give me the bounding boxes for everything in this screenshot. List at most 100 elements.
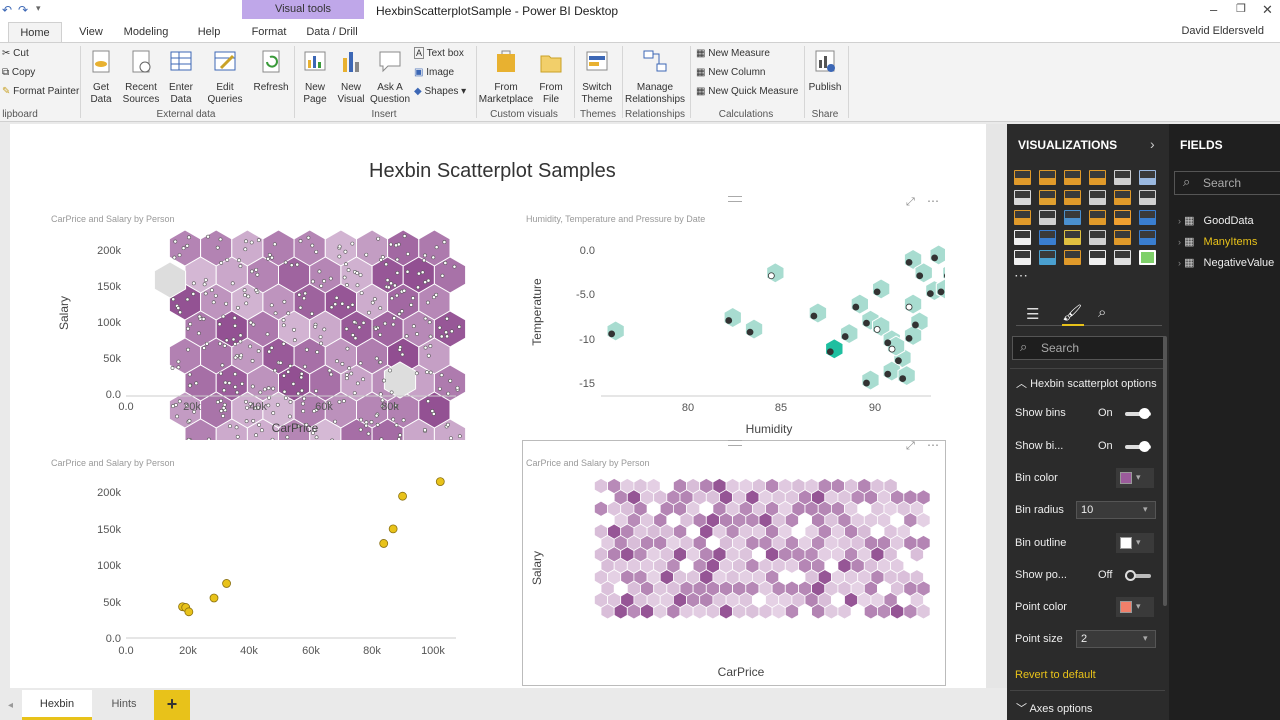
clustered-bar-visual-icon[interactable] [1064,170,1081,185]
line-column-visual-icon[interactable] [1089,190,1106,205]
format-painter-button[interactable]: ✎ Format Painter [2,86,79,97]
field-table-gooddata[interactable]: › ▦ GoodData [1178,214,1254,227]
gauge-visual-icon[interactable] [1064,230,1081,245]
table-visual-icon[interactable] [1039,250,1056,265]
bin-radius-input[interactable]: 10 [1076,501,1156,519]
fields-search-input[interactable]: Search [1174,171,1280,195]
100pct-column-visual-icon[interactable] [1139,170,1156,185]
cut-button[interactable]: ✂ Cut [2,48,29,59]
text-box-button[interactable]: A Text box [414,47,464,59]
more-options-icon[interactable]: ⋯ [927,194,939,208]
drag-handle-icon[interactable] [728,196,742,202]
map-visual-icon[interactable] [1139,210,1156,225]
ribbon-separator [690,46,691,118]
redo-icon[interactable]: ↷ [18,3,29,17]
enter-data-button[interactable]: Enter Data [164,48,198,106]
edit-queries-button[interactable]: Edit Queries [204,48,246,106]
tab-modeling[interactable]: Modeling [123,26,169,38]
line-clustered-visual-icon[interactable] [1114,190,1131,205]
ribbon-visual-icon[interactable] [1139,190,1156,205]
new-page-button[interactable]: New Page [298,48,332,106]
card-visual-icon[interactable] [1089,230,1106,245]
manage-relationships-button[interactable]: Manage Relationships [624,48,686,106]
undo-icon[interactable]: ↶ [2,3,13,17]
analytics-magnifier-icon[interactable]: ⌕ [1098,304,1107,321]
hexbin-chart-carprice-salary-2[interactable]: CarPrice Salary [523,468,945,684]
ask-question-button[interactable]: Ask A Question [370,48,410,106]
new-quick-measure-button[interactable]: ▦ New Quick Measure [696,86,798,97]
tab-home[interactable]: Home [8,22,62,42]
scatter-chart-carprice-salary[interactable]: 0.0 20k 40k 60k 80k 100k 200k 150k 100k … [50,470,470,660]
page-tab-hints[interactable]: Hints [111,698,137,710]
paint-roller-icon[interactable]: 🖌 [1062,305,1083,322]
show-points-toggle[interactable] [1125,574,1151,578]
show-bins-toggle[interactable] [1125,412,1151,416]
show-bin-outline-toggle[interactable] [1125,445,1151,449]
more-visual-icon[interactable]: ⋯ [1014,267,1028,283]
refresh-button[interactable]: Refresh [252,48,290,94]
hexbin-chart-humidity-temperature[interactable]: 80 85 90 0.0 -5.0 -10 -15 Humidity Tempe… [525,230,945,440]
hexbin-chart-carprice-salary[interactable]: 0.0 20k 40k 60k 80k 200k 150k 100k 50k 0… [50,228,470,440]
waterfall-visual-icon[interactable] [1014,210,1031,225]
scatter-visual-icon[interactable] [1039,210,1056,225]
focus-mode-icon[interactable]: ⤢ [906,196,915,208]
canvas-scrollbar[interactable] [986,124,1007,688]
section-hexbin-options[interactable]: ︿ Hexbin scatterplot options [1016,375,1157,391]
kpi-visual-icon[interactable] [1139,230,1156,245]
funnel-visual-icon[interactable] [1039,230,1056,245]
recent-sources-button[interactable]: Recent Sources [120,48,162,106]
add-page-button[interactable]: + [154,690,190,720]
revert-to-default-link[interactable]: Revert to default [1015,669,1096,681]
scroll-left-icon[interactable]: ◂ [8,700,14,711]
treemap-visual-icon[interactable] [1114,210,1131,225]
new-visual-button[interactable]: New Visual [334,48,368,106]
stacked-bar-visual-icon[interactable] [1014,170,1031,185]
filled-map-visual-icon[interactable] [1014,230,1031,245]
from-marketplace-button[interactable]: From Marketplace [478,48,534,106]
donut-visual-icon[interactable] [1089,210,1106,225]
tab-view[interactable]: View [79,26,103,38]
collapse-chevron-icon[interactable]: › [1150,136,1155,152]
from-file-button[interactable]: From File [534,48,568,106]
fields-well-icon[interactable]: ☰ [1026,306,1040,323]
area-visual-icon[interactable] [1039,190,1056,205]
image-button[interactable]: ▣ Image [414,67,454,78]
format-search-input[interactable]: Search [1012,336,1165,360]
hexbin-visual-icon[interactable] [1139,250,1156,265]
field-table-negativevalue[interactable]: › ▦ NegativeValue [1178,256,1280,269]
drag-handle-icon[interactable] [728,440,742,446]
close-icon[interactable]: ✕ [1262,2,1273,17]
globe-visual-icon[interactable] [1114,250,1131,265]
r-script-visual-icon[interactable] [1089,250,1106,265]
minimize-icon[interactable]: – [1210,2,1218,17]
shapes-button[interactable]: ◆ Shapes ▾ [414,86,467,97]
maximize-icon[interactable]: ❐ [1236,3,1246,15]
tab-help[interactable]: Help [197,26,221,38]
100pct-bar-visual-icon[interactable] [1114,170,1131,185]
stacked-area-visual-icon[interactable] [1064,190,1081,205]
section-axes-options[interactable]: ﹀ Axes options [1016,700,1092,716]
user-name[interactable]: David Eldersveld [1181,25,1264,37]
new-column-button[interactable]: ▦ New Column [696,67,765,78]
stacked-column-visual-icon[interactable] [1039,170,1056,185]
tab-format[interactable]: Format [251,26,287,38]
point-size-input[interactable]: 2 [1076,630,1156,648]
slicer-visual-icon[interactable] [1014,250,1031,265]
field-table-manyitems[interactable]: › ▦ ManyItems [1178,235,1257,248]
multi-row-card-visual-icon[interactable] [1114,230,1131,245]
publish-button[interactable]: Publish [806,48,844,94]
quick-access-chevron-icon[interactable]: ▾ [36,3,41,13]
copy-button[interactable]: ⧉ Copy [2,67,35,78]
clustered-column-visual-icon[interactable] [1089,170,1106,185]
focus-mode-icon[interactable]: ⤢ [906,440,915,452]
page-tab-hexbin[interactable]: Hexbin [22,690,92,720]
tab-data-drill[interactable]: Data / Drill [306,26,358,38]
matrix-visual-icon[interactable] [1064,250,1081,265]
line-visual-icon[interactable] [1014,190,1031,205]
pane-scrollbar[interactable] [1163,336,1167,606]
pie-visual-icon[interactable] [1064,210,1081,225]
new-measure-button[interactable]: ▦ New Measure [696,48,770,59]
more-options-icon[interactable]: ⋯ [927,438,939,452]
switch-theme-button[interactable]: Switch Theme [576,48,618,106]
get-data-button[interactable]: Get Data [84,48,118,106]
